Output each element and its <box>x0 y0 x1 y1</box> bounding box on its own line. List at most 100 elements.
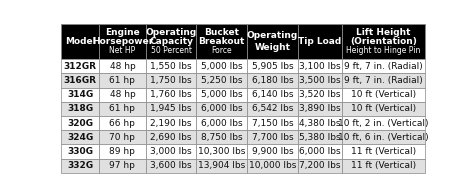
Text: Capacity: Capacity <box>149 37 193 46</box>
Text: 10 ft, 6 in. (Vertical): 10 ft, 6 in. (Vertical) <box>338 133 429 142</box>
Bar <box>342 159 425 173</box>
Bar <box>196 59 247 73</box>
Bar <box>61 59 99 73</box>
Text: 6,000 lbs: 6,000 lbs <box>299 147 341 156</box>
Text: Lift Height: Lift Height <box>356 28 411 37</box>
Bar <box>196 116 247 130</box>
Bar <box>247 88 298 102</box>
Text: 2,190 lbs: 2,190 lbs <box>150 119 192 128</box>
Bar <box>298 144 342 159</box>
Text: 9 ft, 7 in. (Radial): 9 ft, 7 in. (Radial) <box>344 62 423 71</box>
Bar <box>99 59 146 73</box>
Bar <box>99 144 146 159</box>
Text: 5,380 lbs: 5,380 lbs <box>299 133 341 142</box>
Text: 1,760 lbs: 1,760 lbs <box>150 90 192 99</box>
Text: 66 hp: 66 hp <box>109 119 136 128</box>
Bar <box>61 116 99 130</box>
Text: (Orientation): (Orientation) <box>350 37 417 46</box>
Text: 3,520 lbs: 3,520 lbs <box>300 90 341 99</box>
Text: 324G: 324G <box>67 133 93 142</box>
Text: Horsepower: Horsepower <box>92 37 153 46</box>
Text: 6,180 lbs: 6,180 lbs <box>252 76 293 85</box>
Text: 48 hp: 48 hp <box>109 90 135 99</box>
Text: Force: Force <box>211 46 232 55</box>
Text: 3,600 lbs: 3,600 lbs <box>150 161 192 170</box>
Text: 10,000 lbs: 10,000 lbs <box>249 161 296 170</box>
Text: Model: Model <box>65 37 95 46</box>
Text: 3,100 lbs: 3,100 lbs <box>299 62 341 71</box>
Text: 5,905 lbs: 5,905 lbs <box>252 62 293 71</box>
Text: Engine: Engine <box>105 28 140 37</box>
Bar <box>61 130 99 144</box>
Text: Weight: Weight <box>255 43 291 52</box>
Bar <box>298 130 342 144</box>
Bar <box>196 102 247 116</box>
Text: 330G: 330G <box>67 147 93 156</box>
Text: 7,200 lbs: 7,200 lbs <box>300 161 341 170</box>
Text: 48 hp: 48 hp <box>109 62 135 71</box>
Bar <box>146 144 196 159</box>
Text: 320G: 320G <box>67 119 93 128</box>
Bar <box>298 24 342 59</box>
Text: 1,945 lbs: 1,945 lbs <box>150 104 192 113</box>
Text: 61 hp: 61 hp <box>109 76 136 85</box>
Text: 10 ft (Vertical): 10 ft (Vertical) <box>351 104 416 113</box>
Bar <box>99 88 146 102</box>
Text: 2,690 lbs: 2,690 lbs <box>150 133 192 142</box>
Text: 314G: 314G <box>67 90 93 99</box>
Bar <box>196 88 247 102</box>
Bar <box>247 102 298 116</box>
Bar <box>298 159 342 173</box>
Bar <box>247 73 298 88</box>
Bar <box>342 88 425 102</box>
Text: 1,550 lbs: 1,550 lbs <box>150 62 192 71</box>
Text: 316GR: 316GR <box>64 76 97 85</box>
Text: Breakout: Breakout <box>199 37 245 46</box>
Text: Tip Load: Tip Load <box>299 37 342 46</box>
Bar <box>342 24 425 59</box>
Bar <box>99 159 146 173</box>
Text: Net HP: Net HP <box>109 46 136 55</box>
Bar <box>61 144 99 159</box>
Bar <box>342 102 425 116</box>
Bar <box>146 116 196 130</box>
Bar <box>196 24 247 59</box>
Text: 5,250 lbs: 5,250 lbs <box>201 76 243 85</box>
Bar <box>196 130 247 144</box>
Bar <box>99 102 146 116</box>
Text: 5,000 lbs: 5,000 lbs <box>201 62 243 71</box>
Text: Operating: Operating <box>146 28 197 37</box>
Text: 1,750 lbs: 1,750 lbs <box>150 76 192 85</box>
Text: 3,890 lbs: 3,890 lbs <box>299 104 341 113</box>
Text: 3,000 lbs: 3,000 lbs <box>150 147 192 156</box>
Bar <box>146 73 196 88</box>
Text: 312GR: 312GR <box>64 62 97 71</box>
Text: 61 hp: 61 hp <box>109 104 136 113</box>
Text: 11 ft (Vertical): 11 ft (Vertical) <box>351 161 416 170</box>
Bar <box>247 24 298 59</box>
Text: 10,300 lbs: 10,300 lbs <box>198 147 246 156</box>
Text: 332G: 332G <box>67 161 93 170</box>
Bar <box>196 144 247 159</box>
Bar <box>298 102 342 116</box>
Text: 11 ft (Vertical): 11 ft (Vertical) <box>351 147 416 156</box>
Bar <box>99 116 146 130</box>
Bar <box>196 73 247 88</box>
Bar <box>146 24 196 59</box>
Text: 50 Percent: 50 Percent <box>151 46 191 55</box>
Bar <box>196 159 247 173</box>
Bar <box>146 59 196 73</box>
Bar <box>342 130 425 144</box>
Text: 6,542 lbs: 6,542 lbs <box>252 104 293 113</box>
Bar <box>247 130 298 144</box>
Text: Height to Hinge Pin: Height to Hinge Pin <box>346 46 421 55</box>
Text: 10 ft, 2 in. (Vertical): 10 ft, 2 in. (Vertical) <box>338 119 429 128</box>
Bar <box>61 73 99 88</box>
Bar <box>61 88 99 102</box>
Bar <box>61 102 99 116</box>
Bar <box>342 116 425 130</box>
Text: 4,380 lbs: 4,380 lbs <box>300 119 341 128</box>
Bar <box>247 59 298 73</box>
Bar <box>298 88 342 102</box>
Text: 13,904 lbs: 13,904 lbs <box>198 161 246 170</box>
